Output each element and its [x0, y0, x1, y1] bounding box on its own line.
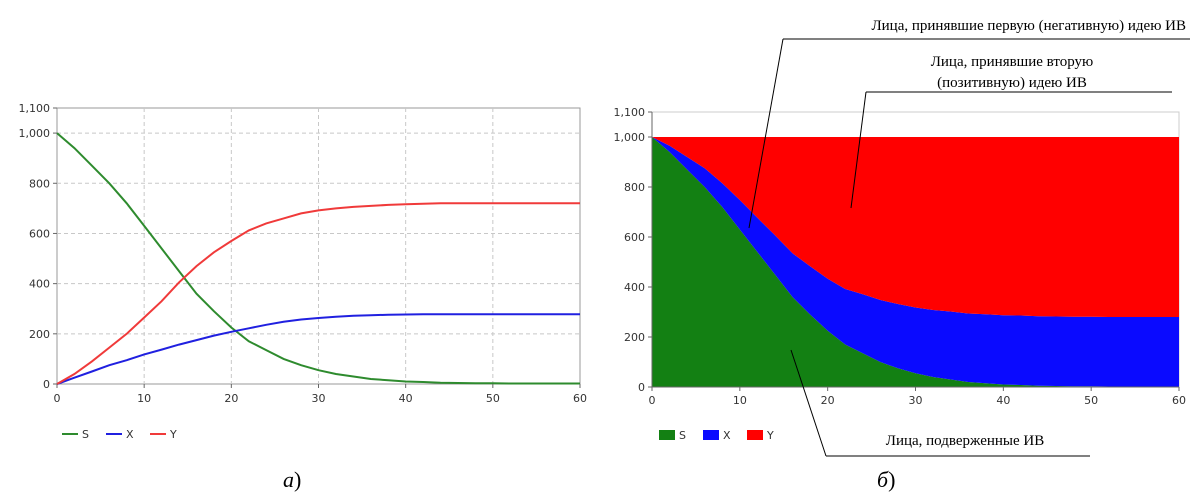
chart-a-legend-label-X: X	[126, 428, 134, 441]
chart-a-legend-label-S: S	[82, 428, 89, 441]
annotation-first-idea: Лица, принявшие первую (негативную) идею…	[748, 18, 1190, 229]
chart-b-area-Y	[652, 137, 1179, 317]
chart-a-ytick-label: 1,100	[19, 102, 51, 115]
annotation-second-idea: Лица, принявшие вторую (позитивную) идею…	[850, 54, 1172, 209]
chart-a-grid	[57, 108, 580, 384]
chart-b-ytick-label: 800	[624, 181, 645, 194]
chart-b-caption: б)	[877, 467, 895, 492]
chart-a-xtick-label: 50	[486, 392, 500, 405]
chart-a-ytick-label: 400	[29, 278, 50, 291]
chart-a-lines	[56, 132, 580, 385]
annotation-second-idea-line1: Лица, принявшие вторую	[931, 54, 1094, 70]
chart-a-series-Y	[56, 202, 580, 385]
chart-b-ytick-label: 400	[624, 281, 645, 294]
chart-b-legend-label-Y: Y	[766, 429, 774, 442]
chart-b-ytick-label: 600	[624, 231, 645, 244]
chart-b-area-S	[652, 137, 1179, 387]
chart-b-area-X	[652, 137, 1179, 387]
chart-b-xtick-label: 30	[909, 394, 923, 407]
annotation-susceptible: Лица, подверженные ИВ	[790, 349, 1090, 457]
chart-a-ytick-label: 1,000	[19, 127, 51, 140]
chart-a-xtick-label: 20	[224, 392, 238, 405]
chart-a-ytick-label: 200	[29, 328, 50, 341]
chart-a-ytick-label: 600	[29, 227, 50, 240]
chart-a-xtick-label: 30	[312, 392, 326, 405]
chart-b-legend-swatch-X	[703, 430, 719, 440]
chart-b-xtick-label: 10	[733, 394, 747, 407]
chart-b-legend-swatch-S	[659, 430, 675, 440]
chart-a-xtick-label: 0	[54, 392, 61, 405]
chart-b-xtick-label: 60	[1172, 394, 1186, 407]
chart-a-series-S	[56, 132, 580, 385]
chart-b-legend-label-X: X	[723, 429, 731, 442]
chart-a-xtick-label: 60	[573, 392, 587, 405]
chart-b-ytick-label: 1,100	[614, 106, 646, 119]
chart-a-ytick-label: 0	[43, 378, 50, 391]
chart-b-legend-label-S: S	[679, 429, 686, 442]
annotation-first-idea-text: Лица, принявшие первую (негативную) идею…	[871, 18, 1186, 34]
chart-b-ytick-label: 1,000	[614, 131, 646, 144]
chart-b-ytick-label: 0	[638, 381, 645, 394]
annotation-second-idea-line2: (позитивную) идею ИВ	[937, 75, 1087, 91]
chart-b-ytick-label: 200	[624, 331, 645, 344]
chart-a-series-X	[56, 313, 580, 385]
chart-a-caption: а)	[283, 467, 301, 492]
annotation-susceptible-text: Лица, подверженные ИВ	[886, 433, 1044, 449]
chart-a-legend-label-Y: Y	[169, 428, 177, 441]
chart-b-xtick-label: 40	[996, 394, 1010, 407]
chart-b-xtick-label: 20	[821, 394, 835, 407]
chart-b-xtick-label: 50	[1084, 394, 1098, 407]
chart-b-legend-swatch-Y	[747, 430, 763, 440]
chart-a-xtick-label: 10	[137, 392, 151, 405]
chart-b-areas	[652, 137, 1179, 387]
chart-a-xtick-label: 40	[399, 392, 413, 405]
chart-b-xtick-label: 0	[649, 394, 656, 407]
chart-a-ytick-label: 800	[29, 177, 50, 190]
